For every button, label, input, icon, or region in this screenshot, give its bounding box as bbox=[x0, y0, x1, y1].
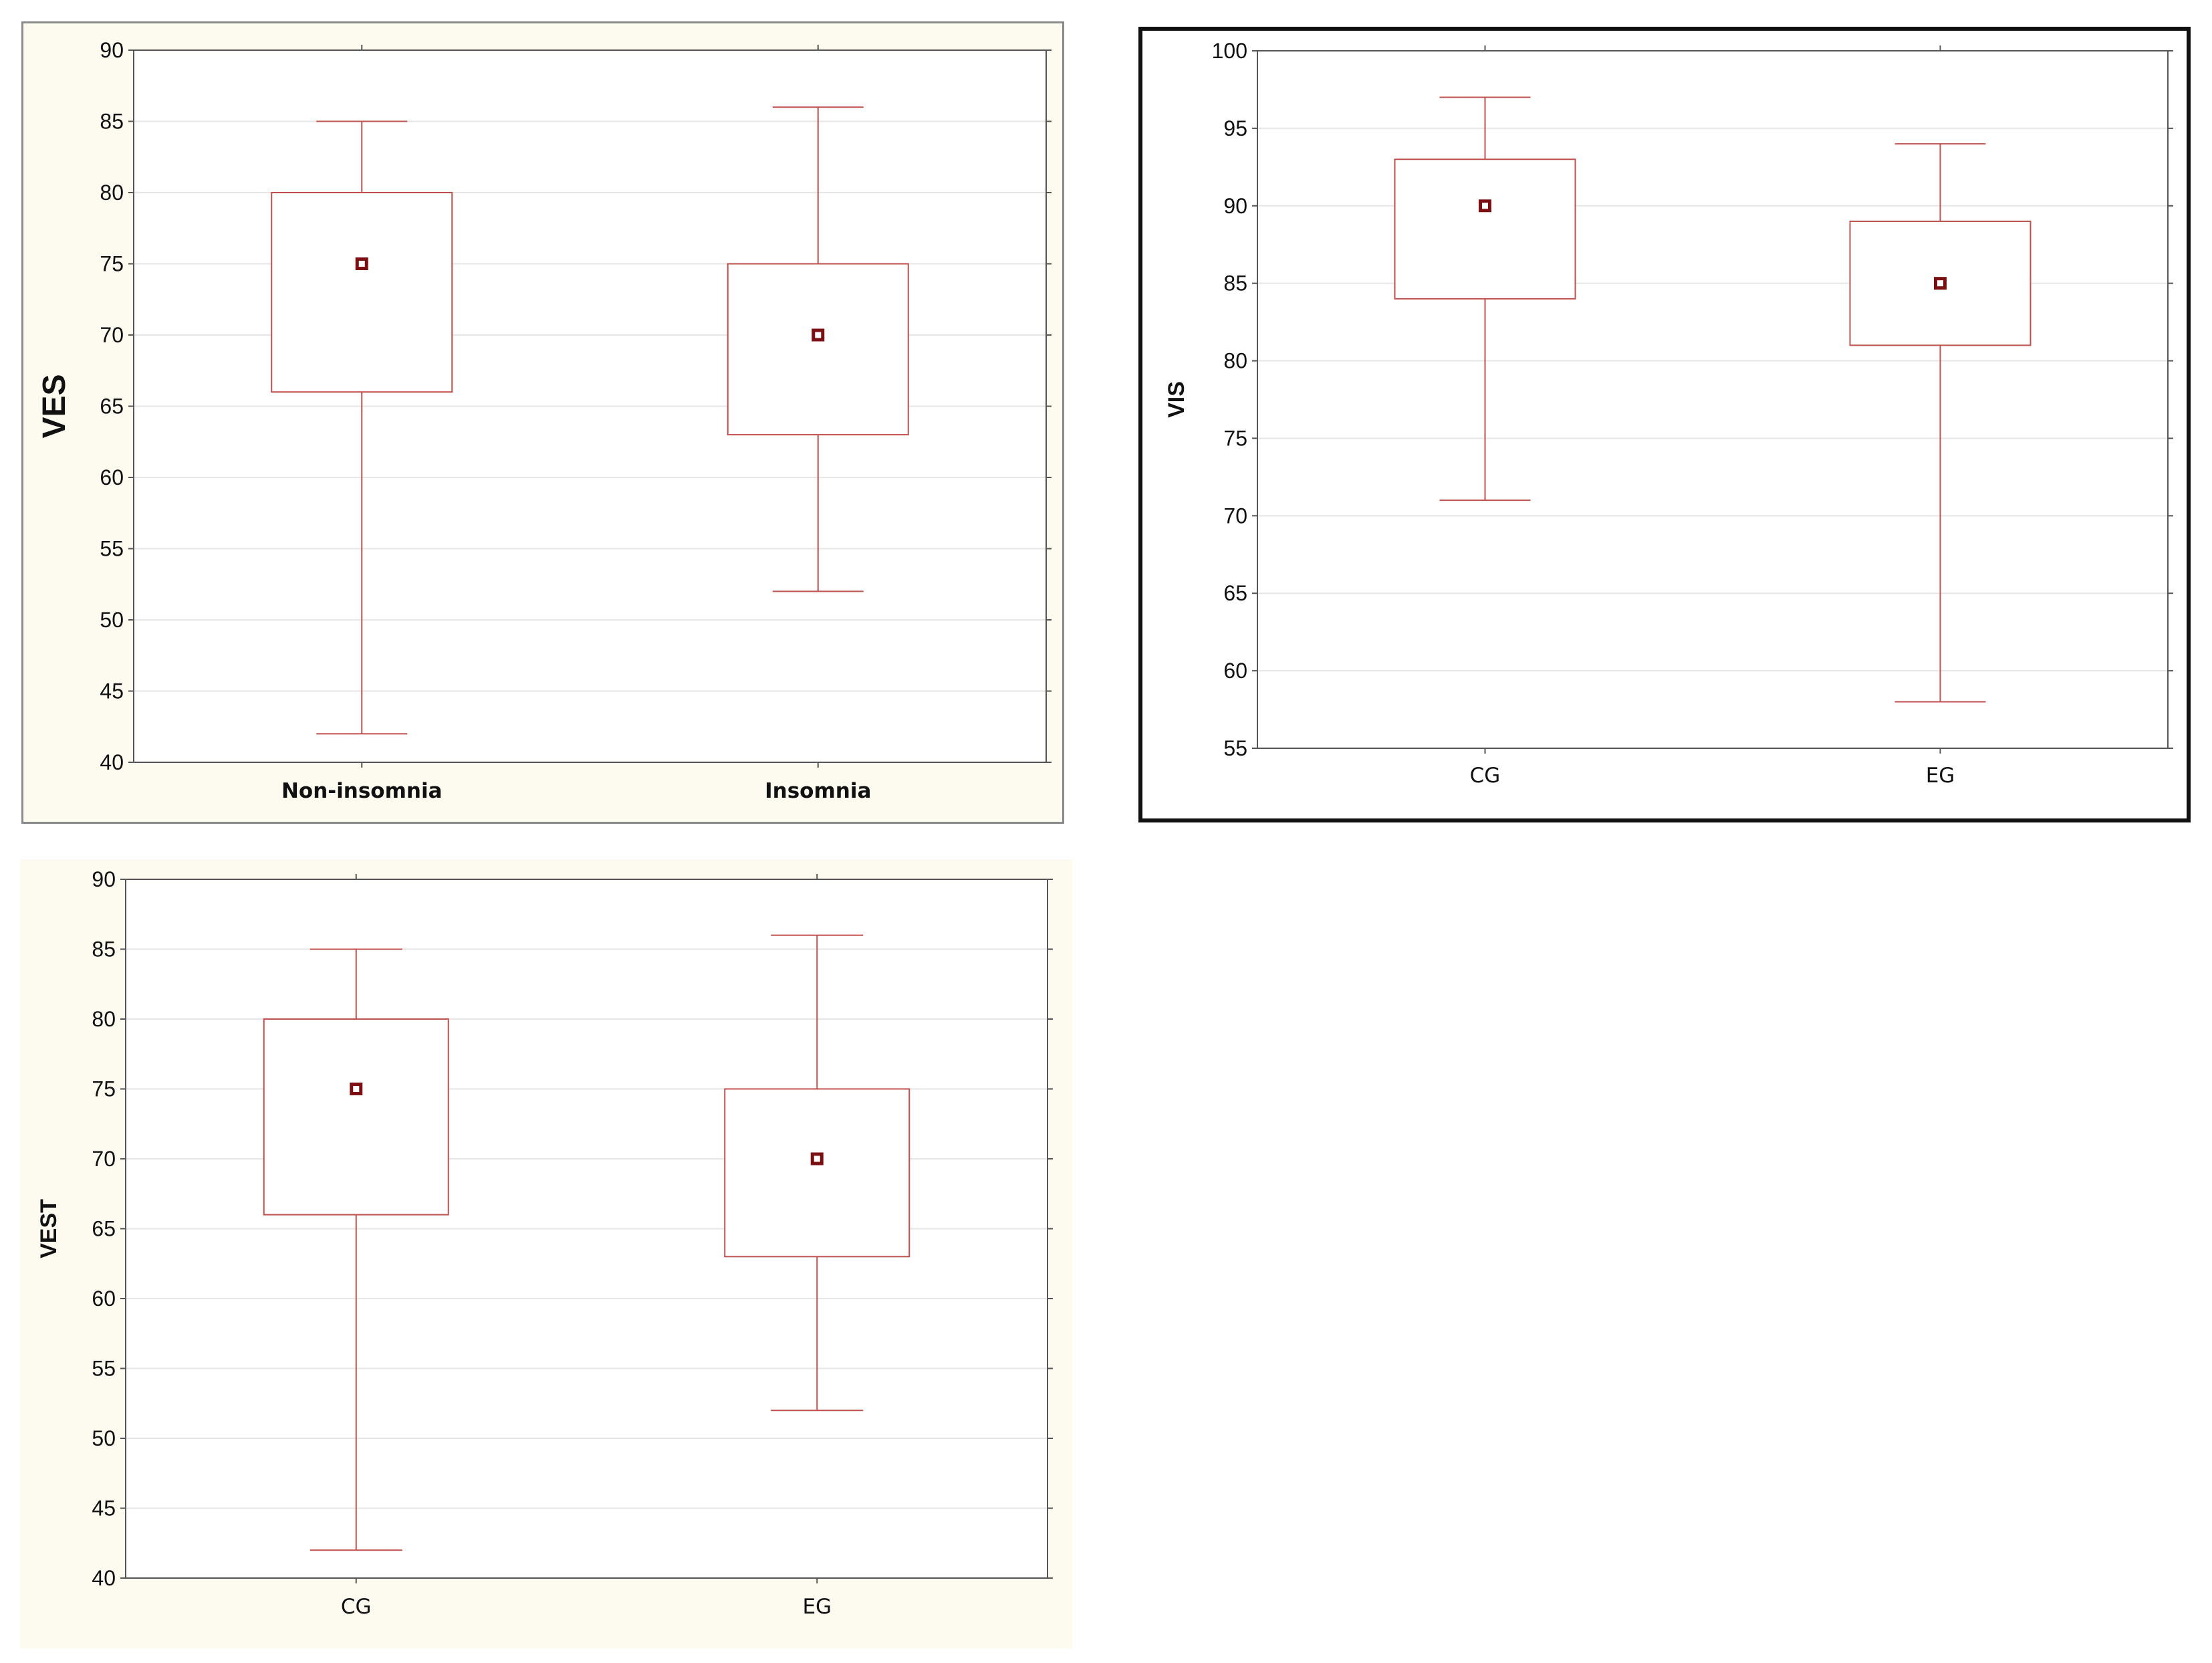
y-tick-label: 75 bbox=[92, 1077, 116, 1101]
y-tick-label: 65 bbox=[1223, 581, 1247, 605]
y-tick-label: 75 bbox=[1223, 426, 1247, 450]
y-tick-label: 85 bbox=[100, 110, 124, 134]
y-tick-label: 65 bbox=[92, 1217, 116, 1241]
median-marker bbox=[350, 1083, 363, 1095]
y-tick-label: 80 bbox=[100, 181, 124, 205]
box-iqr bbox=[724, 1088, 910, 1258]
y-tick-label: 55 bbox=[100, 537, 124, 561]
median-marker bbox=[355, 257, 368, 270]
y-tick-label: 45 bbox=[92, 1496, 116, 1521]
box-iqr bbox=[263, 1018, 449, 1216]
median-marker bbox=[812, 328, 825, 342]
y-tick-label: 90 bbox=[100, 38, 124, 62]
plot-frame bbox=[1257, 50, 2169, 749]
y-tick-label: 75 bbox=[100, 252, 124, 276]
y-axis-label: VEST bbox=[36, 1199, 62, 1258]
median-marker bbox=[810, 1152, 824, 1166]
y-tick-label: 60 bbox=[1223, 659, 1247, 683]
chart-panel-vest: 40 45 50 55 60 65 70 75 80 85 90 VEST CG EG bbox=[20, 859, 1072, 1648]
box-iqr bbox=[727, 263, 909, 436]
chart-panel-vis: 55 60 65 70 75 80 85 90 95 100 VIS CG EG bbox=[1138, 27, 2191, 822]
y-tick-label: 85 bbox=[1223, 271, 1247, 296]
y-tick-label: 100 bbox=[1212, 39, 1247, 63]
y-tick-label: 60 bbox=[92, 1287, 116, 1311]
y-tick-label: 45 bbox=[100, 679, 124, 703]
y-tick-label: 60 bbox=[100, 465, 124, 489]
y-tick-label: 55 bbox=[1223, 736, 1247, 760]
y-tick-label: 85 bbox=[92, 937, 116, 962]
x-category-label: EG bbox=[802, 1595, 832, 1619]
y-axis-label: VIS bbox=[1164, 381, 1189, 418]
y-tick-label: 70 bbox=[1223, 504, 1247, 528]
x-category-label: EG bbox=[1926, 764, 1955, 788]
y-tick-label: 65 bbox=[100, 395, 124, 419]
x-category-label: Non-insomnia bbox=[281, 779, 443, 803]
y-tick-label: 90 bbox=[92, 867, 116, 891]
y-tick-label: 70 bbox=[100, 323, 124, 347]
chart-ves: 40 45 50 55 60 65 70 75 80 85 90 VES Non-insomnia Ins… bbox=[37, 38, 1052, 803]
x-category-label: CG bbox=[341, 1595, 372, 1619]
y-tick-label: 90 bbox=[1223, 194, 1247, 218]
y-tick-label: 55 bbox=[92, 1357, 116, 1381]
y-tick-label: 40 bbox=[92, 1566, 116, 1590]
y-tick-label: 40 bbox=[100, 750, 124, 774]
y-tick-label: 50 bbox=[92, 1426, 116, 1450]
median-marker bbox=[1479, 199, 1491, 213]
box-iqr bbox=[1394, 158, 1576, 300]
x-category-label: Insomnia bbox=[765, 779, 871, 803]
y-axis-label: VES bbox=[37, 374, 72, 438]
chart-panel-ves: 40 45 50 55 60 65 70 75 80 85 90 VES Non-insomnia Ins… bbox=[21, 21, 1064, 824]
plot-frame bbox=[125, 879, 1048, 1579]
x-category-label: CG bbox=[1470, 764, 1501, 788]
y-tick-label: 95 bbox=[1223, 116, 1247, 140]
y-tick-label: 80 bbox=[92, 1007, 116, 1031]
y-tick-label: 70 bbox=[92, 1147, 116, 1171]
y-tick-label: 50 bbox=[100, 608, 124, 632]
median-marker bbox=[1934, 277, 1947, 290]
y-tick-label: 80 bbox=[1223, 349, 1247, 373]
plot-frame bbox=[133, 49, 1047, 763]
chart-vis: 55 60 65 70 75 80 85 90 95 100 VIS CG EG bbox=[1164, 39, 2173, 788]
box-iqr bbox=[271, 192, 453, 393]
chart-vest: 40 45 50 55 60 65 70 75 80 85 90 VEST CG EG bbox=[36, 867, 1053, 1619]
plot-area bbox=[1257, 51, 2168, 748]
